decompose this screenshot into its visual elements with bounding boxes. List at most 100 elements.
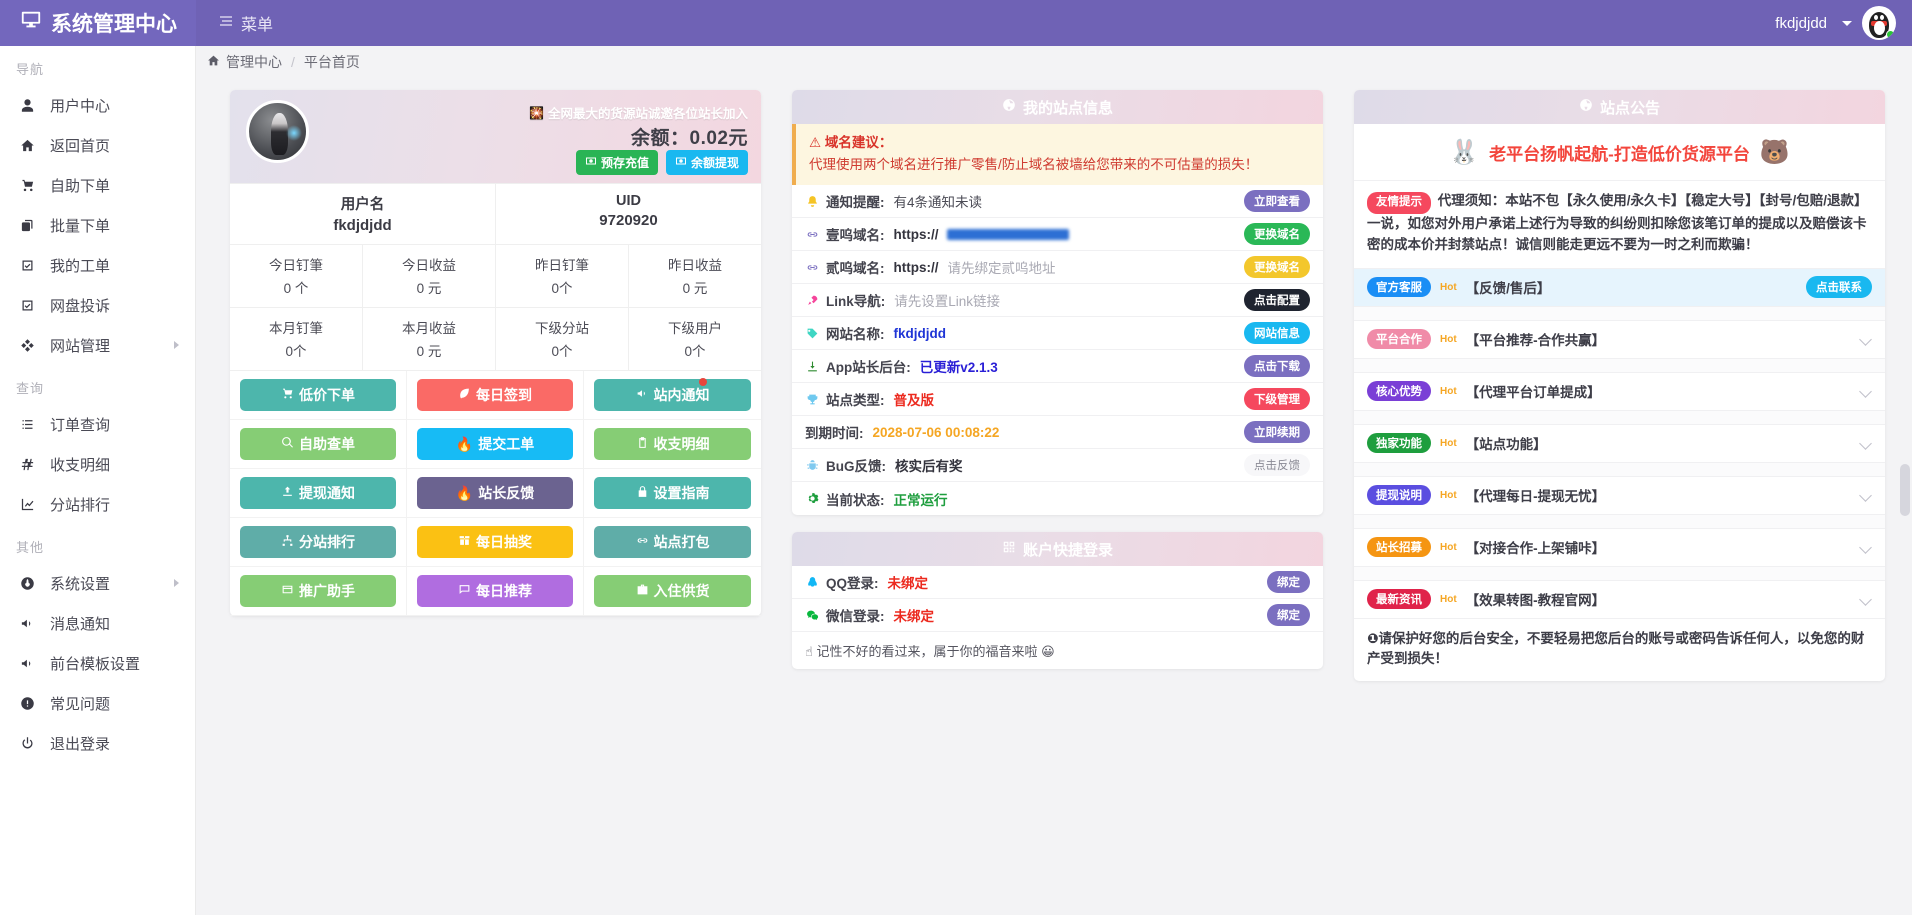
action-button-setup-guide[interactable]: 设置指南 [594,477,751,509]
recharge-button[interactable]: 预存充值 [575,150,658,175]
announcement-item-platform-cooperation[interactable]: 平台合作 Hot 【平台推荐-合作共赢】 [1354,321,1885,359]
domain-suggestion-alert: ⚠ 域名建议： 代理使用两个域名进行推广零售/防止域名被墙给您带来的不可估量的损… [792,124,1323,186]
chevron-down-icon[interactable] [1859,332,1872,346]
chart-line-icon [16,497,38,512]
action-button-site-package[interactable]: 站点打包 [594,526,751,558]
chevron-down-icon[interactable] [1859,592,1872,606]
change-domain-button[interactable]: 更换域名 [1244,223,1310,246]
sidebar-item-my-tickets[interactable]: 我的工单 [0,245,195,285]
action-button-transactions[interactable]: 收支明细 [594,428,751,460]
action-button-withdraw-notice[interactable]: 提现通知 [240,477,396,509]
renew-button[interactable]: 立即续期 [1244,421,1310,444]
hash-icon [16,457,38,472]
announcement-item-customer-service[interactable]: 官方客服 Hot 【反馈/售后】 点击联系 [1354,268,1885,307]
bind-qq-button[interactable]: 绑定 [1267,571,1310,594]
check-square-icon [16,258,38,273]
sidebar-item-logout[interactable]: 退出登录 [0,723,195,763]
action-button-low-price-order[interactable]: 低价下单 [240,379,396,411]
announcement-item-exclusive-feature[interactable]: 独家功能 Hot 【站点功能】 [1354,425,1885,463]
download-icon [805,360,820,373]
sidebar-item-user-center[interactable]: 用户中心 [0,85,195,125]
sidebar-item-message-notice[interactable]: 消息通知 [0,603,195,643]
sidebar-item-order-query[interactable]: 订单查询 [0,404,195,444]
trophy-icon [805,393,820,406]
chevron-down-icon[interactable] [1859,436,1872,450]
identity-key: UID [616,193,641,209]
info-value: 正常运行 [893,492,948,508]
download-button[interactable]: 点击下载 [1244,355,1310,378]
sidebar-item-label: 网盘投诉 [50,297,111,315]
action-button-webmaster-feedback[interactable]: 🔥 站长反馈 [417,477,573,509]
announcement-item-webmaster-recruit[interactable]: 站长招募 Hot 【对接合作-上架铺咔】 [1354,529,1885,567]
sidebar-item-self-order[interactable]: 自助下单 [0,165,195,205]
action-button-promotion-helper[interactable]: 推广助手 [240,575,396,607]
action-label: 每日推荐 [476,583,532,599]
stat-value: 0个 [551,344,573,359]
announcement-panel: 站点公告 🐰 老平台扬帆起航-打造低价货源平台 🐻 友情提示 代理须知：本站不包… [1354,90,1885,682]
action-button-site-notice[interactable]: 站内通知 [594,378,751,411]
scrollbar-handle[interactable] [1900,464,1910,516]
item-badge: 平台合作 [1367,329,1431,350]
topbar-user-area[interactable]: fkdjdjdd [1775,0,1912,46]
announcement-header: 站点公告 [1354,90,1885,124]
sidebar-item-site-management[interactable]: 网站管理 [0,325,195,365]
stat-key: 下级分站 [535,321,589,336]
check-square-icon [16,298,38,313]
action-label: 收支明细 [653,436,710,452]
announcement-item-withdraw-info[interactable]: 提现说明 Hot 【代理每日-提现无忧】 [1354,477,1885,515]
view-now-button[interactable]: 立即查看 [1244,190,1310,213]
sidebar-item-home[interactable]: 返回首页 [0,125,195,165]
action-button-self-query[interactable]: 自助查单 [240,428,396,460]
site-info-button[interactable]: 网站信息 [1244,322,1310,345]
qq-icon [805,576,820,589]
action-button-submit-ticket[interactable]: 🔥 提交工单 [417,428,573,460]
action-label: 自助查单 [299,436,355,452]
action-label: 入住供货 [653,583,710,599]
chevron-down-icon[interactable] [1859,488,1872,502]
configure-button[interactable]: 点击配置 [1244,289,1310,312]
chevron-down-icon[interactable] [1859,384,1872,398]
action-button-daily-recommend[interactable]: 每日推荐 [417,575,573,607]
breadcrumb-root[interactable]: 管理中心 [226,54,282,70]
announcement-banner-title: 老平台扬帆起航-打造低价货源平台 [1489,145,1750,164]
withdraw-button[interactable]: 余额提现 [665,150,748,175]
quick-login-tip-text: 记性不好的看过来，属于你的福音来啦 😀 [816,644,1055,660]
sidebar-item-batch-order[interactable]: 批量下单 [0,205,195,245]
sidebar-item-transactions[interactable]: 收支明细 [0,444,195,484]
chevron-down-icon[interactable] [1859,540,1872,554]
brand-title: 系统管理中心 [51,13,177,36]
sidebar-item-substation-rank[interactable]: 分站排行 [0,484,195,524]
avatar[interactable] [1862,6,1896,40]
quick-login-status: 未绑定 [887,576,929,592]
action-button-join-supply[interactable]: 入住供货 [594,575,751,607]
menu-toggle-button[interactable]: 菜单 [196,0,295,46]
announcement-item-core-advantage[interactable]: 核心优势 Hot 【代理平台订单提成】 [1354,373,1885,411]
action-button-daily-checkin[interactable]: 每日签到 [417,379,573,411]
sidebar-item-netdisk-complaint[interactable]: 网盘投诉 [0,285,195,325]
stats-row-month: 本月钉筆 0个 本月收益 0 元 下级分站 0个 下级用户 0个 [230,307,761,370]
announcement-item-latest-news[interactable]: 最新资讯 Hot 【效果转图-教程官网】 [1354,581,1885,619]
nav-group-title-query: 查询 [16,381,45,396]
sidebar-item-frontend-template[interactable]: 前台模板设置 [0,643,195,683]
identity-uid: UID 9720920 [496,184,761,244]
stat-cell: 本月收益 0 元 [363,308,496,370]
bind-wechat-button[interactable]: 绑定 [1267,604,1310,627]
stat-cell: 昨日钉筆 0个 [496,245,629,307]
sidebar-item-label: 订单查询 [50,416,111,434]
stat-cell: 昨日收益 0 元 [629,245,761,307]
contact-button[interactable]: 点击联系 [1806,276,1872,299]
card-icon [281,583,294,599]
change-domain-button[interactable]: 更换域名 [1244,256,1310,279]
hot-label: Hot [1440,385,1457,397]
sub-manage-button[interactable]: 下级管理 [1244,388,1310,411]
sidebar-item-faq[interactable]: 常见问题 [0,683,195,723]
profile-avatar[interactable] [246,100,309,163]
warning-icon: ⚠ [809,135,822,150]
action-button-substation-rank[interactable]: 分站排行 [240,526,396,558]
sidebar-item-system-settings[interactable]: 系统设置 [0,563,195,603]
stat-value: 0个 [285,344,307,359]
brand-logo[interactable]: 系统管理中心 [0,0,196,46]
feedback-button[interactable]: 点击反馈 [1244,454,1310,477]
action-button-daily-lottery[interactable]: 每日抽奖 [417,526,573,558]
alert-title-text: 域名建议： [824,135,893,150]
